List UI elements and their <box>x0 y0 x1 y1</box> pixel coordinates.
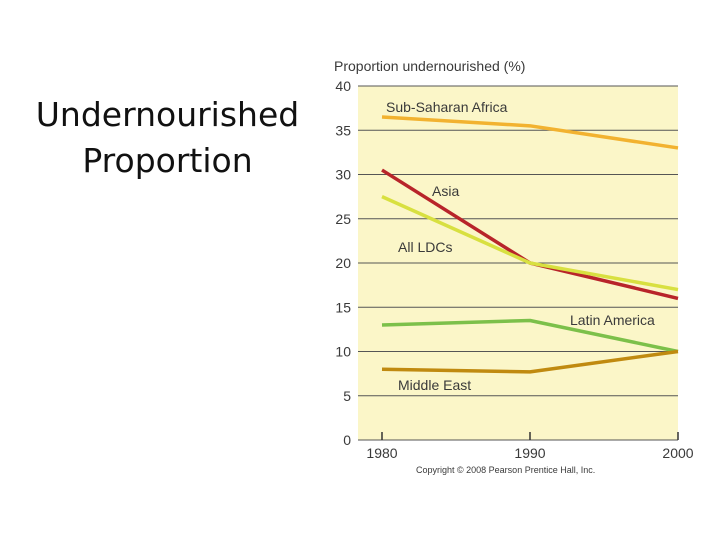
series-labels: Sub-Saharan Africa Asia All LDCs Latin Amer… <box>386 99 655 393</box>
y-tick-label: 15 <box>335 299 351 315</box>
x-axis: 1980 1990 2000 <box>366 432 694 461</box>
x-tick-label: 1980 <box>366 445 397 461</box>
slide-title: Undernourished Proportion <box>30 92 305 184</box>
x-tick-label: 2000 <box>662 445 693 461</box>
series-label: All LDCs <box>398 239 452 255</box>
y-tick-label: 0 <box>343 432 351 448</box>
copyright-note: Copyright © 2008 Pearson Prentice Hall, … <box>416 465 595 475</box>
y-tick-label: 30 <box>335 167 351 183</box>
y-tick-label: 20 <box>335 255 351 271</box>
y-tick-label: 40 <box>335 78 351 94</box>
series-line <box>381 195 679 292</box>
slide-title-line-2: Proportion <box>82 141 253 180</box>
x-tick-label: 1990 <box>514 445 545 461</box>
series-label: Latin America <box>570 312 655 328</box>
series-lines <box>381 115 679 374</box>
series-label: Sub-Saharan Africa <box>386 99 508 115</box>
y-tick-label: 35 <box>335 122 351 138</box>
y-tick-label: 10 <box>335 344 351 360</box>
y-tick-label: 5 <box>343 388 351 404</box>
series-line <box>381 115 679 150</box>
y-axis: 0 5 10 15 20 25 30 35 40 <box>335 78 351 448</box>
series-label: Middle East <box>398 377 471 393</box>
slide-title-line-1: Undernourished <box>35 95 300 134</box>
series-label: Asia <box>432 183 459 199</box>
y-tick-label: 25 <box>335 211 351 227</box>
series-line <box>381 349 679 374</box>
series-line <box>381 318 679 354</box>
y-axis-label: Proportion undernourished (%) <box>334 58 525 74</box>
gridlines <box>358 85 678 441</box>
